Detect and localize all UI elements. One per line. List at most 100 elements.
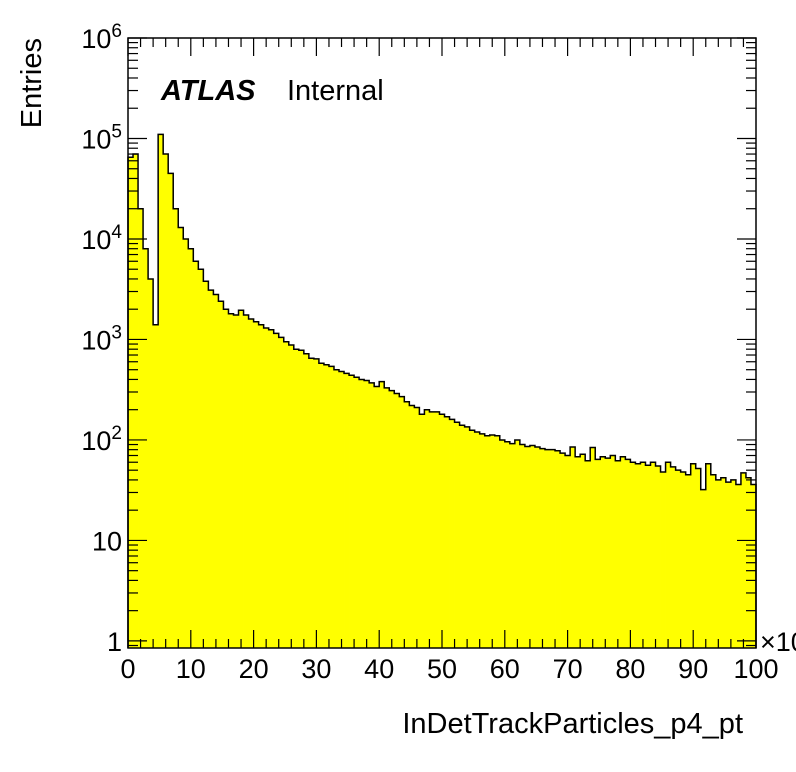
histogram-bar (203, 281, 209, 648)
histogram-bar (278, 337, 285, 648)
histogram-bar (424, 409, 430, 648)
histogram-outline (127, 133, 757, 648)
histogram-bar (544, 449, 551, 648)
histogram-bar (268, 329, 275, 648)
histogram-bar (504, 441, 511, 648)
histogram-bar (484, 435, 491, 648)
y-tick-label: 10 (92, 526, 122, 556)
histogram-bar (580, 454, 586, 648)
histogram-bar (640, 462, 646, 648)
histogram-bar (590, 447, 596, 648)
histogram-bar (158, 134, 164, 648)
histogram-bar (439, 414, 445, 648)
histogram-bar (288, 345, 295, 648)
histogram-bar (323, 364, 330, 648)
histogram-bar (680, 471, 687, 648)
histogram-bar (374, 386, 380, 648)
histogram-bar (399, 396, 405, 648)
y-tick-label: 104 (81, 222, 122, 255)
histogram-bar (208, 290, 214, 648)
histogram-bar (454, 422, 460, 648)
histogram-bar (650, 462, 656, 648)
histogram-bar (404, 401, 410, 648)
x-tick-label: 80 (615, 654, 645, 684)
histogram-bar (419, 414, 425, 648)
histogram-bar (143, 248, 149, 648)
histogram-bar (138, 208, 144, 649)
histogram-bar (539, 448, 546, 648)
histogram-bar (243, 315, 249, 648)
histogram-bar (494, 435, 501, 648)
histogram-bar (414, 407, 420, 648)
x-axis-multiplier: ×10³ (760, 627, 796, 657)
histogram-bar (499, 439, 506, 648)
x-tick-label: 30 (301, 654, 331, 684)
histogram-bar (670, 466, 677, 648)
histogram-bar (148, 278, 154, 648)
histogram-bar (213, 294, 219, 648)
histogram-bar (519, 444, 526, 648)
histogram-bar (308, 358, 315, 648)
histogram-bar (389, 390, 395, 648)
histogram-bar (339, 371, 345, 648)
histogram-bar (303, 353, 310, 648)
histogram-bar (163, 154, 169, 649)
y-tick-labels: 1 10 102 103 104 105 106 (81, 21, 122, 657)
y-tick-label: 105 (81, 121, 122, 154)
histogram-bar (233, 315, 239, 648)
histogram-bar (359, 379, 365, 648)
histogram-bar (318, 363, 325, 648)
histogram-bar (328, 366, 335, 648)
y-tick-label: 106 (81, 21, 122, 54)
histogram-bar (550, 449, 556, 648)
histogram-bar (369, 382, 375, 648)
y-tick-label: 102 (81, 423, 122, 456)
x-tick-labels: 0 10 20 30 40 50 60 70 80 90 100 (120, 654, 778, 684)
histogram-bar (720, 477, 727, 648)
histogram-bar (168, 173, 174, 648)
histogram-bar (133, 154, 139, 649)
x-tick-label: 70 (553, 654, 583, 684)
histogram-bar (293, 349, 300, 648)
histogram-bar (690, 463, 697, 648)
x-tick-label: 100 (733, 654, 778, 684)
histogram-bar (660, 471, 666, 648)
histogram-bar (193, 261, 199, 648)
histogram-bar (585, 460, 591, 648)
histogram-bar (263, 328, 270, 648)
histogram-bar (384, 387, 390, 648)
histogram-bar (665, 462, 671, 648)
histogram-bar (560, 453, 566, 648)
histogram-bar (153, 324, 159, 648)
x-axis-title: InDetTrackParticles_p4_pt (402, 708, 743, 740)
histogram-bar (449, 419, 455, 648)
histogram-bar (333, 369, 340, 648)
histogram-bar (223, 309, 229, 648)
histogram-bar (298, 350, 305, 648)
histogram-bar (379, 381, 385, 648)
x-tick-label: 20 (239, 654, 269, 684)
histogram-bar (313, 358, 320, 648)
histogram-bar (283, 341, 290, 648)
histogram-bar (555, 450, 561, 648)
atlas-label: ATLAS (160, 75, 256, 107)
histogram-bar (534, 447, 541, 648)
histogram-bar (625, 459, 631, 648)
histogram-bar (349, 375, 355, 648)
histogram-bar (630, 462, 636, 648)
histogram-bar (469, 430, 476, 648)
histogram-bar (394, 393, 400, 648)
y-tick-label: 103 (81, 322, 122, 355)
histogram-bar (248, 318, 254, 648)
histogram-bar (173, 208, 179, 649)
x-tick-label: 60 (490, 654, 520, 684)
histogram-bar (655, 466, 661, 648)
histogram-bar (489, 434, 496, 648)
histogram-bar (735, 484, 742, 648)
histogram-bar (740, 472, 747, 648)
histogram-bar (183, 238, 189, 648)
x-tick-label: 50 (427, 654, 457, 684)
histogram-bar (198, 269, 204, 648)
histogram-bar (645, 465, 651, 648)
